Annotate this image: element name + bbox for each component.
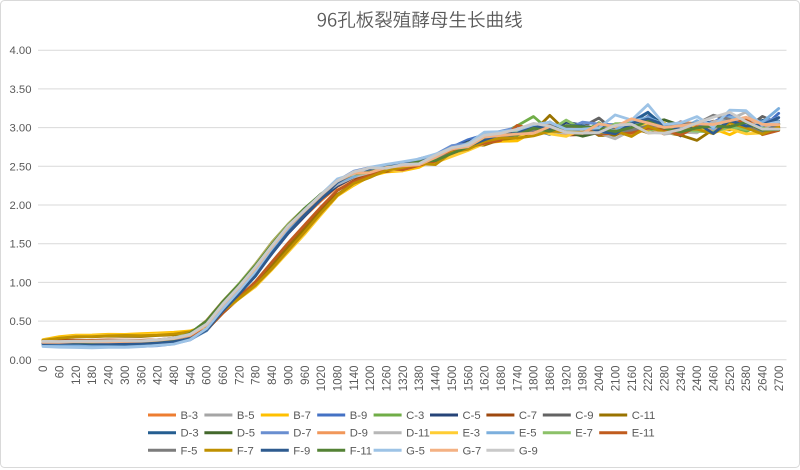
svg-text:D-9: D-9	[350, 428, 368, 440]
svg-text:1860: 1860	[544, 366, 557, 392]
svg-text:D-11: D-11	[406, 428, 430, 440]
svg-text:720: 720	[233, 366, 246, 385]
svg-text:F-11: F-11	[350, 445, 372, 457]
svg-text:3.00: 3.00	[10, 123, 32, 135]
svg-text:4.00: 4.00	[10, 45, 32, 57]
svg-text:900: 900	[282, 366, 295, 385]
svg-text:G-9: G-9	[519, 445, 538, 457]
svg-text:2640: 2640	[757, 366, 770, 392]
svg-text:960: 960	[299, 366, 312, 385]
svg-text:180: 180	[86, 366, 99, 385]
svg-text:1500: 1500	[446, 366, 459, 392]
svg-text:240: 240	[103, 366, 116, 385]
svg-text:480: 480	[168, 366, 181, 385]
svg-text:1920: 1920	[560, 366, 573, 392]
svg-text:2.00: 2.00	[10, 200, 32, 212]
svg-text:420: 420	[152, 366, 165, 385]
svg-text:1380: 1380	[413, 366, 426, 392]
svg-text:F-9: F-9	[293, 445, 310, 457]
svg-text:1980: 1980	[577, 366, 590, 392]
svg-text:2.50: 2.50	[10, 161, 32, 173]
svg-text:C-5: C-5	[463, 410, 481, 422]
svg-text:2040: 2040	[593, 366, 606, 392]
svg-text:2400: 2400	[691, 366, 704, 392]
svg-text:2700: 2700	[773, 366, 786, 392]
svg-text:1620: 1620	[479, 366, 492, 392]
svg-text:540: 540	[184, 366, 197, 385]
svg-text:C-11: C-11	[632, 410, 656, 422]
svg-text:840: 840	[266, 366, 279, 385]
svg-text:E-5: E-5	[519, 428, 537, 440]
svg-text:2520: 2520	[724, 366, 737, 392]
svg-text:3.50: 3.50	[10, 84, 32, 96]
svg-text:0: 0	[37, 366, 50, 372]
svg-text:B-3: B-3	[181, 410, 199, 422]
svg-text:G-5: G-5	[406, 445, 425, 457]
svg-text:1200: 1200	[364, 366, 377, 392]
svg-text:1.50: 1.50	[10, 239, 32, 251]
svg-text:C-7: C-7	[519, 410, 537, 422]
svg-text:1800: 1800	[528, 366, 541, 392]
svg-text:660: 660	[217, 366, 230, 385]
svg-text:1020: 1020	[315, 366, 328, 392]
svg-text:1320: 1320	[397, 366, 410, 392]
svg-text:300: 300	[119, 366, 132, 385]
svg-text:D-7: D-7	[293, 428, 311, 440]
svg-text:780: 780	[250, 366, 263, 385]
svg-text:D-5: D-5	[237, 428, 255, 440]
svg-text:1560: 1560	[462, 366, 475, 392]
svg-text:2220: 2220	[642, 366, 655, 392]
svg-text:120: 120	[70, 366, 83, 385]
svg-text:1440: 1440	[430, 366, 443, 392]
svg-text:2280: 2280	[658, 366, 671, 392]
svg-text:360: 360	[135, 366, 148, 385]
svg-text:F-7: F-7	[237, 445, 254, 457]
svg-text:2460: 2460	[707, 366, 720, 392]
svg-text:E-11: E-11	[632, 428, 655, 440]
svg-text:F-5: F-5	[181, 445, 198, 457]
svg-text:2100: 2100	[609, 366, 622, 392]
svg-text:0.50: 0.50	[10, 316, 32, 328]
svg-text:1080: 1080	[331, 366, 344, 392]
svg-text:C-9: C-9	[575, 410, 593, 422]
svg-text:0.00: 0.00	[10, 355, 32, 367]
svg-text:1260: 1260	[380, 366, 393, 392]
svg-text:2340: 2340	[675, 366, 688, 392]
svg-text:60: 60	[53, 366, 66, 379]
svg-text:B-7: B-7	[293, 410, 311, 422]
svg-text:B-9: B-9	[350, 410, 368, 422]
svg-text:E-7: E-7	[575, 428, 593, 440]
svg-text:1740: 1740	[511, 366, 524, 392]
svg-text:600: 600	[201, 366, 214, 385]
svg-text:E-3: E-3	[463, 428, 481, 440]
svg-text:G-7: G-7	[463, 445, 482, 457]
svg-text:2580: 2580	[740, 366, 753, 392]
svg-text:1.00: 1.00	[10, 277, 32, 289]
svg-text:D-3: D-3	[181, 428, 199, 440]
svg-text:2160: 2160	[626, 366, 639, 392]
svg-text:1680: 1680	[495, 366, 508, 392]
svg-text:1140: 1140	[348, 366, 361, 391]
svg-text:B-5: B-5	[237, 410, 255, 422]
svg-text:C-3: C-3	[406, 410, 424, 422]
